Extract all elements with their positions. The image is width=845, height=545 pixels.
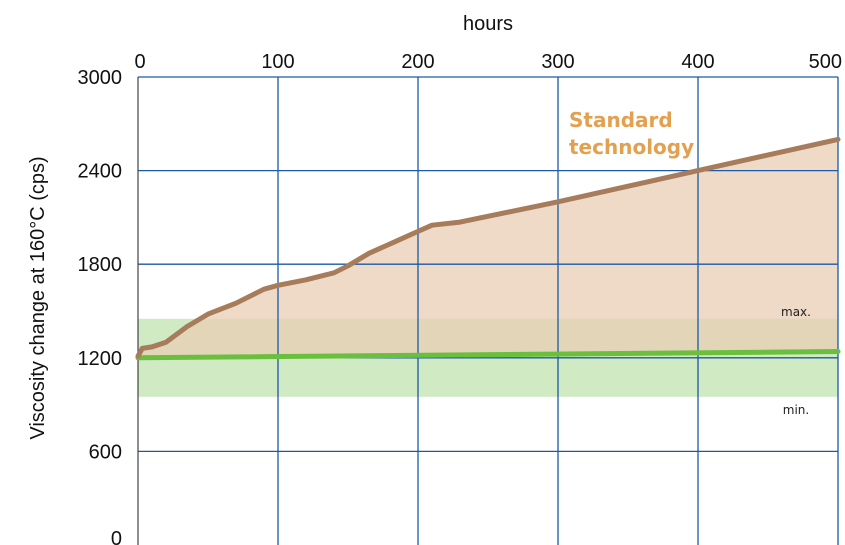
- x-tick-label-400: 400: [681, 51, 714, 73]
- y-axis-title: Viscosity change at 160°C (cps): [27, 156, 49, 439]
- x-tick-label-200: 200: [401, 51, 434, 73]
- series-annotation-line2: technology: [569, 135, 694, 159]
- green-series-line: [135, 349, 841, 361]
- tick-label-layer: 0 100 200 300 400 500 0 600 1200 1800 2400 3000: [78, 51, 843, 545]
- area-layer: [138, 139, 838, 358]
- series-annotation-line1: Standard: [569, 108, 673, 132]
- x-tick-label-500: 500: [809, 51, 842, 73]
- series-line-layer: [135, 136, 841, 361]
- y-tick-label-2400: 2400: [78, 161, 123, 183]
- y-tick-label-1800: 1800: [78, 254, 123, 276]
- band-max-label: max.: [781, 305, 811, 319]
- y-tick-label-600: 600: [89, 441, 122, 463]
- y-tick-label-1200: 1200: [78, 348, 123, 370]
- y-tick-label-0: 0: [111, 528, 122, 545]
- x-tick-label-0: 0: [134, 51, 145, 73]
- x-axis-title: hours: [463, 13, 513, 35]
- grid-layer: [137, 76, 839, 545]
- standard-technology-line: [135, 136, 841, 359]
- y-tick-label-3000: 3000: [78, 67, 123, 89]
- x-tick-label-300: 300: [541, 51, 574, 73]
- x-tick-label-100: 100: [261, 51, 294, 73]
- standard-technology-area: [138, 139, 838, 358]
- band-min-label: min.: [783, 403, 809, 417]
